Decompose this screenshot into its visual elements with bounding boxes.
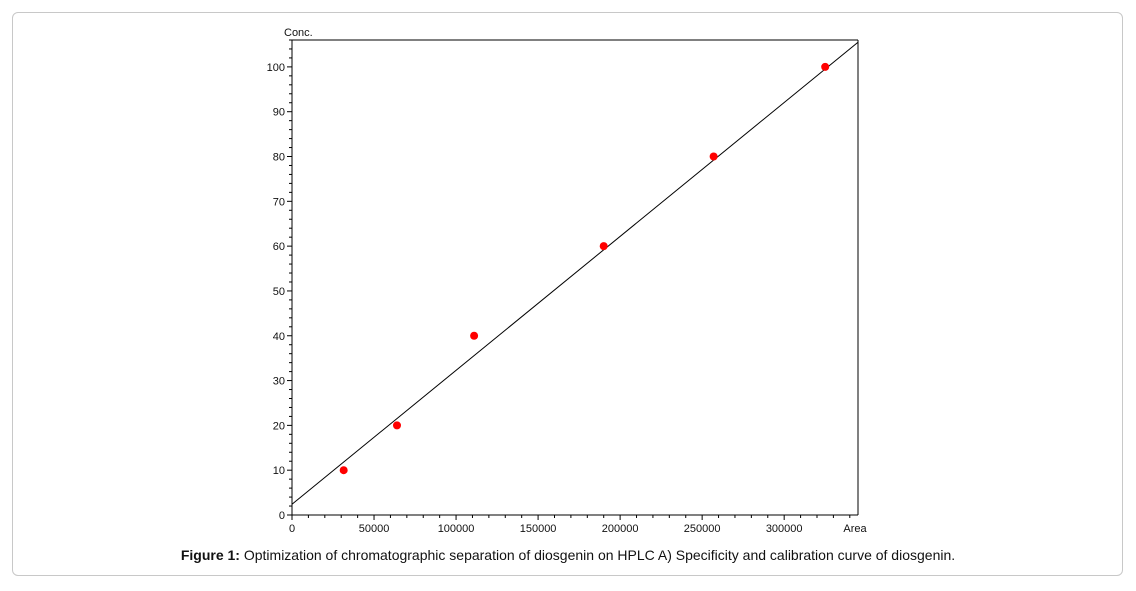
- y-tick-label: 60: [273, 241, 285, 253]
- figure-frame: [12, 12, 1123, 576]
- data-point: [821, 62, 830, 71]
- y-tick-label: 100: [267, 62, 285, 74]
- caption-label: Figure 1:: [180, 547, 240, 563]
- x-tick-label: 250000: [684, 523, 721, 535]
- y-tick-label: 10: [273, 465, 285, 477]
- x-tick-label: 50000: [359, 523, 390, 535]
- data-point: [470, 331, 479, 340]
- y-tick-label: 20: [273, 420, 285, 432]
- caption-text: Optimization of chromatographic separati…: [239, 547, 956, 563]
- data-point: [339, 466, 348, 475]
- x-tick-label: 100000: [438, 523, 475, 535]
- data-point: [392, 421, 401, 430]
- y-tick-label: 70: [273, 196, 285, 208]
- y-tick-label: 90: [273, 107, 285, 119]
- x-tick-label: 150000: [520, 523, 557, 535]
- data-point: [599, 242, 608, 251]
- y-tick-label: 40: [273, 331, 285, 343]
- y-tick-label: 80: [273, 152, 285, 164]
- y-tick-label: 50: [273, 286, 285, 298]
- figure-caption: Figure 1: Optimization of chromatographi…: [0, 547, 1136, 563]
- x-tick-label: 300000: [766, 523, 803, 535]
- x-tick-label: 0: [289, 523, 295, 535]
- y-tick-label: 0: [279, 510, 285, 522]
- x-axis-label: Area: [843, 523, 867, 535]
- x-tick-label: 200000: [602, 523, 639, 535]
- calibration-fit-line: [291, 41, 859, 505]
- data-point: [709, 152, 718, 161]
- y-tick-label: 30: [273, 376, 285, 388]
- y-axis-label: Conc.: [284, 27, 313, 39]
